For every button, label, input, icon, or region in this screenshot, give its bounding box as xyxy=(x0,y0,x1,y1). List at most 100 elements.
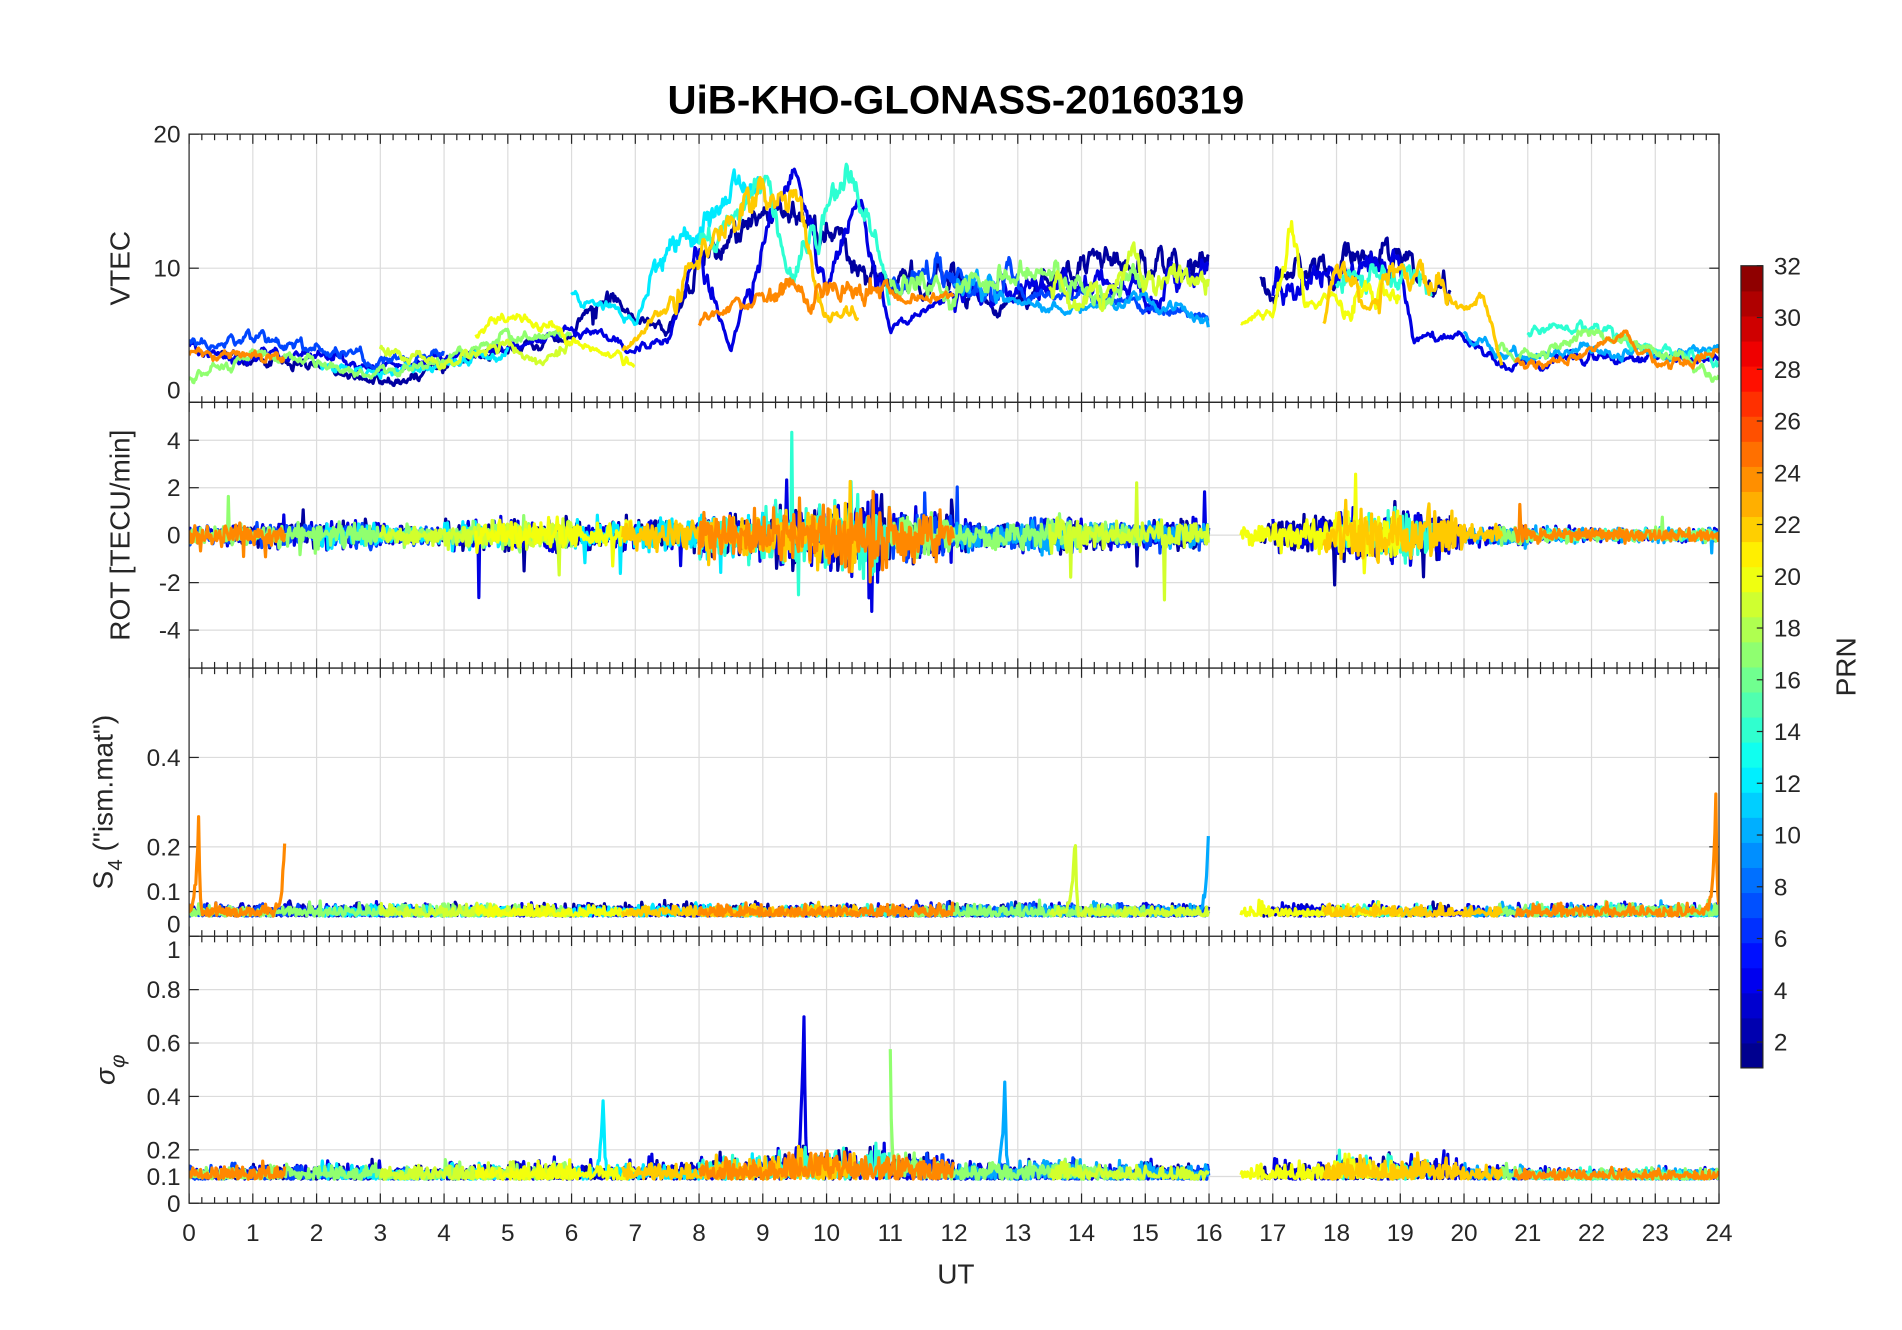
series-prn-22-s4 xyxy=(1322,901,1504,918)
y-tick-label: 0.2 xyxy=(147,1137,181,1164)
y-tick-label: 4 xyxy=(167,428,181,455)
colorbar-swatch xyxy=(1740,892,1763,919)
y-tick-label: 0 xyxy=(167,378,181,405)
series-prn-19-vtec xyxy=(1048,241,1210,313)
colorbar-tick-label: 6 xyxy=(1774,926,1788,953)
x-tick-label: 18 xyxy=(1323,1220,1350,1247)
y-tick-label: 0.2 xyxy=(147,834,181,861)
colorbar-swatch xyxy=(1740,666,1763,693)
colorbar-swatch xyxy=(1740,767,1763,793)
colorbar-swatch xyxy=(1740,265,1763,292)
series-prn-19-s4 xyxy=(1048,844,1210,918)
y-tick-label: 2 xyxy=(167,475,181,502)
colorbar-swatch xyxy=(1740,441,1763,467)
colorbar-tick-label: 14 xyxy=(1774,719,1801,746)
panel-rot: -4 -2 0 2 4 ROT [TECU/min] xyxy=(104,401,1720,669)
x-tick-label: 23 xyxy=(1642,1220,1669,1247)
colorbar-swatch xyxy=(1740,566,1763,593)
colorbar-tick-label: 24 xyxy=(1774,460,1801,487)
axes-frame xyxy=(188,935,1720,1204)
panel-vtec: 0 10 20 VTEC xyxy=(104,122,1720,405)
y-axis-label-rot: ROT [TECU/min] xyxy=(104,430,135,641)
colorbar-swatch xyxy=(1740,917,1763,944)
y-tick-label: 0.1 xyxy=(147,879,181,906)
colorbar-swatch xyxy=(1740,315,1763,342)
x-tick-label: 19 xyxy=(1387,1220,1414,1247)
colorbar-swatch xyxy=(1740,742,1763,768)
series-prn-24-s4 xyxy=(697,901,956,918)
colorbar-tick-label: 16 xyxy=(1774,667,1801,694)
x-axis-label: UT xyxy=(937,1259,974,1290)
series-group xyxy=(189,162,1720,388)
x-tick-label: 13 xyxy=(1004,1220,1031,1247)
series-prn-20-s4 xyxy=(474,902,637,918)
colorbar-swatch xyxy=(1740,616,1763,643)
colorbar-swatch xyxy=(1740,992,1763,1019)
y-tick-label: 20 xyxy=(153,122,180,149)
panel-s4: 0 0.1 0.2 0.4 S4 ("ism.mat") xyxy=(87,667,1720,939)
colorbar-tick-label: 10 xyxy=(1774,823,1801,850)
colorbar-tick-label: 20 xyxy=(1774,564,1801,591)
colorbar-swatch xyxy=(1740,416,1763,442)
series-prn-24-sigma xyxy=(189,1159,287,1181)
y-tick-label: 0.8 xyxy=(147,977,181,1004)
series-prn-22-sigma xyxy=(621,1144,860,1181)
x-tick-label: 9 xyxy=(756,1220,770,1247)
series-prn-24-s4 xyxy=(189,815,287,918)
series-prn-12-vtec xyxy=(570,168,765,327)
colorbar-label: PRN xyxy=(1831,637,1862,696)
x-tick-label: 3 xyxy=(374,1220,388,1247)
x-tick-label: 16 xyxy=(1195,1220,1222,1247)
series-prn-19-sigma xyxy=(1048,1160,1210,1181)
colorbar-swatch xyxy=(1740,340,1763,367)
colorbar-swatch xyxy=(1740,792,1763,818)
colorbar-tick-label: 32 xyxy=(1774,253,1801,280)
x-tick-label: 17 xyxy=(1259,1220,1286,1247)
series-group xyxy=(189,1015,1720,1181)
series-prn-19-rot xyxy=(1048,481,1210,602)
y-axis-label-s4: S4 ("ism.mat") xyxy=(87,715,127,890)
colorbar-tick-label: 4 xyxy=(1774,978,1788,1005)
colorbar-swatch xyxy=(1740,716,1763,743)
colorbar-tick-label: 30 xyxy=(1774,305,1801,332)
series-prn-20-rot xyxy=(474,515,637,568)
colorbar-tick-label: 8 xyxy=(1774,874,1788,901)
y-tick-label: 0.6 xyxy=(147,1031,181,1058)
colorbar-swatch xyxy=(1740,1042,1763,1069)
x-tick-label: 20 xyxy=(1450,1220,1477,1247)
y-tick-label: 0 xyxy=(167,1191,181,1218)
colorbar-frame xyxy=(1740,265,1764,1069)
colorbar-swatch xyxy=(1740,1017,1763,1044)
series-prn-24-vtec xyxy=(697,277,955,327)
colorbar-swatch xyxy=(1740,491,1763,518)
colorbar-swatch xyxy=(1740,691,1763,718)
series-group xyxy=(189,792,1720,918)
colorbar-tick-label: 12 xyxy=(1774,771,1801,798)
series-prn-24-rot xyxy=(1513,502,1720,545)
colorbar-swatch xyxy=(1740,366,1763,392)
colorbar-swatch xyxy=(1740,591,1763,618)
y-tick-label: 0.4 xyxy=(147,1084,181,1111)
y-tick-label: 10 xyxy=(153,256,180,283)
x-tick-label: 1 xyxy=(246,1220,260,1247)
colorbar-swatch xyxy=(1740,817,1763,843)
series-prn-22-vtec xyxy=(621,175,860,352)
x-tick-label: 0 xyxy=(182,1220,196,1247)
colorbar-swatch xyxy=(1740,466,1763,492)
colorbar-tick-label: 28 xyxy=(1774,357,1801,384)
colorbar-tick-label: 22 xyxy=(1774,512,1801,539)
y-tick-label: 0 xyxy=(167,523,181,550)
series-prn-20-sigma xyxy=(474,1158,637,1181)
colorbar-tick-label: 18 xyxy=(1774,616,1801,643)
x-tick-label: 15 xyxy=(1132,1220,1159,1247)
y-tick-label: 0.1 xyxy=(147,1164,181,1191)
y-axis-label-sigma: σφ xyxy=(90,1055,130,1085)
colorbar-swatch xyxy=(1740,541,1763,568)
series-prn-19-vtec xyxy=(378,338,573,371)
colorbar-swatch xyxy=(1740,967,1763,994)
colorbar-swatch xyxy=(1740,641,1763,668)
series-prn-24-sigma xyxy=(697,1149,955,1181)
